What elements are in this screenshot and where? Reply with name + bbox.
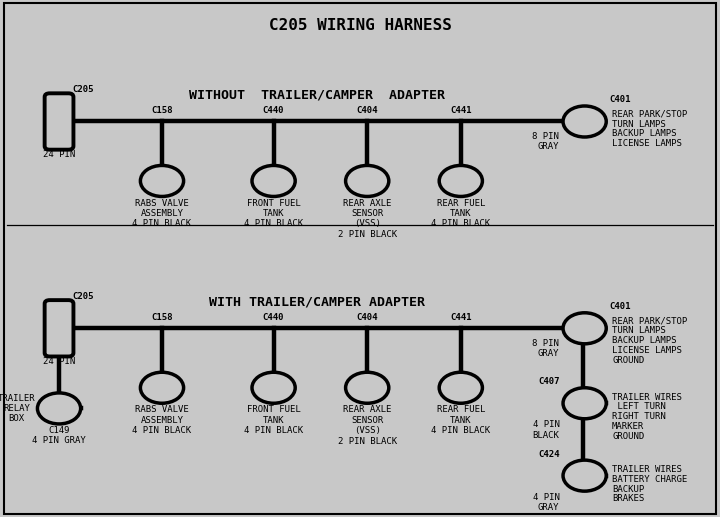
Text: BRAKES: BRAKES xyxy=(612,494,644,504)
Text: TURN LAMPS: TURN LAMPS xyxy=(612,119,666,129)
Text: WITHOUT  TRAILER/CAMPER  ADAPTER: WITHOUT TRAILER/CAMPER ADAPTER xyxy=(189,89,445,102)
Text: C441: C441 xyxy=(450,107,472,115)
Text: REAR AXLE
SENSOR
(VSS)
2 PIN BLACK: REAR AXLE SENSOR (VSS) 2 PIN BLACK xyxy=(338,199,397,239)
Text: BACKUP LAMPS: BACKUP LAMPS xyxy=(612,336,677,345)
Text: 24 PIN: 24 PIN xyxy=(43,150,75,159)
Text: RIGHT TURN: RIGHT TURN xyxy=(612,412,666,421)
Text: C401: C401 xyxy=(610,302,631,311)
Text: MARKER: MARKER xyxy=(612,422,644,431)
Text: LICENSE LAMPS: LICENSE LAMPS xyxy=(612,346,682,355)
Text: REAR AXLE
SENSOR
(VSS)
2 PIN BLACK: REAR AXLE SENSOR (VSS) 2 PIN BLACK xyxy=(338,405,397,446)
Text: TURN LAMPS: TURN LAMPS xyxy=(612,326,666,336)
Circle shape xyxy=(563,460,606,491)
Text: TRAILER WIRES: TRAILER WIRES xyxy=(612,392,682,402)
Text: C440: C440 xyxy=(263,313,284,322)
Text: RABS VALVE
ASSEMBLY
4 PIN BLACK: RABS VALVE ASSEMBLY 4 PIN BLACK xyxy=(132,405,192,435)
Text: 8 PIN
GRAY: 8 PIN GRAY xyxy=(532,339,559,358)
Circle shape xyxy=(439,372,482,403)
Text: REAR PARK/STOP: REAR PARK/STOP xyxy=(612,316,688,326)
Text: TRAILER WIRES: TRAILER WIRES xyxy=(612,465,682,474)
Text: GROUND: GROUND xyxy=(612,432,644,441)
Circle shape xyxy=(252,165,295,196)
Text: C404: C404 xyxy=(356,107,378,115)
Text: C440: C440 xyxy=(263,107,284,115)
Circle shape xyxy=(252,372,295,403)
Text: REAR FUEL
TANK
4 PIN BLACK: REAR FUEL TANK 4 PIN BLACK xyxy=(431,405,490,435)
Text: C205: C205 xyxy=(72,85,94,94)
Text: C205: C205 xyxy=(72,292,94,301)
Circle shape xyxy=(346,372,389,403)
Text: C158: C158 xyxy=(151,107,173,115)
Text: FRONT FUEL
TANK
4 PIN BLACK: FRONT FUEL TANK 4 PIN BLACK xyxy=(244,199,303,229)
Text: 8 PIN
GRAY: 8 PIN GRAY xyxy=(532,132,559,151)
Text: C205 WIRING HARNESS: C205 WIRING HARNESS xyxy=(269,18,451,33)
FancyBboxPatch shape xyxy=(45,300,73,357)
Circle shape xyxy=(563,106,606,137)
Text: C149
4 PIN GRAY: C149 4 PIN GRAY xyxy=(32,426,86,446)
Text: RABS VALVE
ASSEMBLY
4 PIN BLACK: RABS VALVE ASSEMBLY 4 PIN BLACK xyxy=(132,199,192,229)
Text: FRONT FUEL
TANK
4 PIN BLACK: FRONT FUEL TANK 4 PIN BLACK xyxy=(244,405,303,435)
Circle shape xyxy=(563,313,606,344)
Text: GROUND: GROUND xyxy=(612,356,644,365)
Text: C407: C407 xyxy=(538,377,559,386)
Circle shape xyxy=(439,165,482,196)
Text: LEFT TURN: LEFT TURN xyxy=(612,402,666,412)
Circle shape xyxy=(140,165,184,196)
Text: BACKUP: BACKUP xyxy=(612,484,644,494)
Text: TRAILER
RELAY
BOX: TRAILER RELAY BOX xyxy=(0,393,35,423)
Text: REAR FUEL
TANK
4 PIN BLACK: REAR FUEL TANK 4 PIN BLACK xyxy=(431,199,490,229)
Text: REAR PARK/STOP: REAR PARK/STOP xyxy=(612,110,688,119)
Circle shape xyxy=(563,388,606,419)
Text: BACKUP LAMPS: BACKUP LAMPS xyxy=(612,129,677,139)
Text: 4 PIN
BLACK: 4 PIN BLACK xyxy=(533,420,559,440)
Circle shape xyxy=(140,372,184,403)
Text: LICENSE LAMPS: LICENSE LAMPS xyxy=(612,139,682,148)
Circle shape xyxy=(37,393,81,424)
Text: C401: C401 xyxy=(610,95,631,104)
Text: C158: C158 xyxy=(151,313,173,322)
FancyBboxPatch shape xyxy=(45,93,73,150)
Text: WITH TRAILER/CAMPER ADAPTER: WITH TRAILER/CAMPER ADAPTER xyxy=(209,296,425,309)
Text: C441: C441 xyxy=(450,313,472,322)
Text: C404: C404 xyxy=(356,313,378,322)
Circle shape xyxy=(346,165,389,196)
Text: BATTERY CHARGE: BATTERY CHARGE xyxy=(612,475,688,484)
Text: 24 PIN: 24 PIN xyxy=(43,357,75,366)
Text: 4 PIN
GRAY: 4 PIN GRAY xyxy=(533,493,559,512)
Text: C424: C424 xyxy=(538,450,559,459)
